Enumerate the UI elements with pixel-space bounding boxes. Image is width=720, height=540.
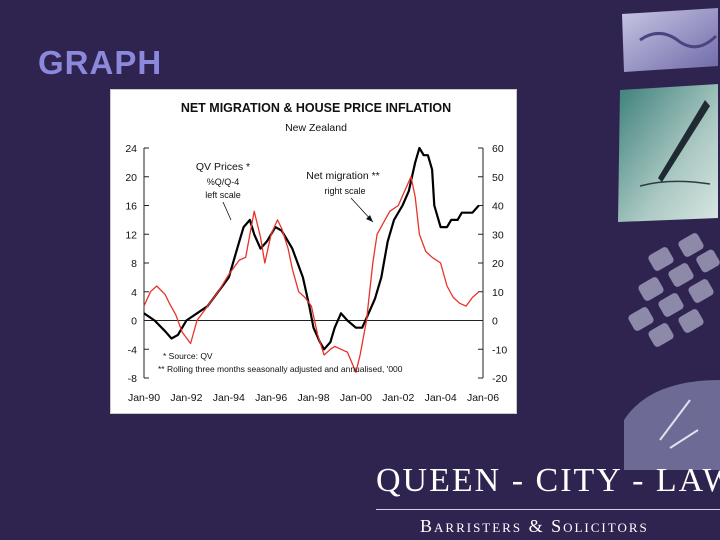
pen-icon [658,100,710,182]
x-tick-label: Jan-98 [297,392,329,404]
left-tick-label: 20 [125,172,137,184]
qv-annotation-1: QV Prices * [196,161,250,173]
chart-annotations: QV Prices * %Q/Q-4 left scale Net migrat… [158,161,403,374]
right-tick-label: 30 [492,229,504,241]
qv-prices-line [143,146,480,351]
qv-annotation-pointer [222,201,232,221]
left-tick-label: 8 [131,258,137,270]
handshake-photo [622,8,718,72]
x-tick-label: Jan-96 [255,392,287,404]
x-tick-label: Jan-02 [382,392,414,404]
handshake-sketch [639,32,718,49]
keyboard-keys [628,233,720,347]
chart-series [143,146,480,373]
slide-title: GRAPH [38,44,163,81]
left-tick-label: -4 [128,344,137,356]
right-tick-label: 10 [492,287,504,299]
chart-subtitle: New Zealand [285,122,347,134]
net-migration-line [143,176,480,373]
clock-hands-icon [659,399,699,449]
chart-title: NET MIGRATION & HOUSE PRICE INFLATION [181,101,451,115]
right-tick-label: 60 [492,143,504,155]
left-tick-label: 24 [125,143,137,155]
left-tick-label: 4 [131,287,137,299]
qv-annotation-3: left scale [205,190,241,200]
firm-tagline: Barristers & Solicitors [420,516,649,536]
x-tick-label: Jan-90 [128,392,160,404]
right-tick-label: 20 [492,258,504,270]
x-tick-label: Jan-04 [425,392,457,404]
right-tick-label: 0 [492,316,498,328]
left-tick-label: 12 [125,229,137,241]
rolling-note: ** Rolling three months seasonally adjus… [158,364,403,374]
migration-price-chart: NET MIGRATION & HOUSE PRICE INFLATION Ne… [125,101,507,404]
migration-annotation-1: Net migration ** [306,170,380,182]
left-tick-label: 0 [131,316,137,328]
pen-photo [618,84,718,222]
migration-arrowhead [366,215,373,222]
x-tick-label: Jan-06 [467,392,499,404]
left-tick-label: -8 [128,373,137,385]
left-tick-label: 16 [125,201,137,213]
source-note: * Source: QV [163,351,213,361]
right-tick-label: 40 [492,201,504,213]
x-tick-label: Jan-00 [340,392,372,404]
firm-name: QUEEN - CITY - LAW [376,462,720,499]
pen-ink-stroke [639,180,711,187]
chart-axes: 24201612840-4-86050403020100-10-20Jan-90… [125,143,507,404]
chart-frame: NET MIGRATION & HOUSE PRICE INFLATION Ne… [110,89,517,414]
right-tick-label: 50 [492,172,504,184]
decorative-image-strip [618,8,720,470]
right-tick-label: -20 [492,373,507,385]
right-tick-label: -10 [492,344,507,356]
x-tick-label: Jan-92 [170,392,202,404]
footer-divider [376,509,720,510]
x-tick-label: Jan-94 [213,392,245,404]
qv-annotation-2: %Q/Q-4 [207,177,240,187]
migration-annotation-2: right scale [324,186,365,196]
